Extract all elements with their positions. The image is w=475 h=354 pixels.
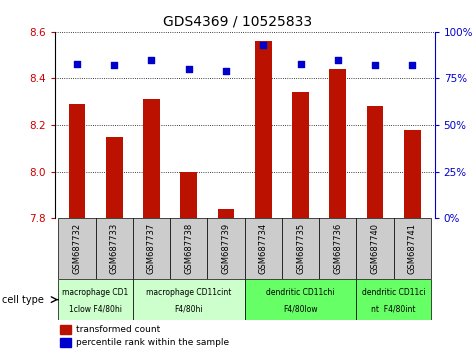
Text: GSM687738: GSM687738	[184, 223, 193, 274]
Bar	[245, 218, 282, 279]
Bar	[60, 338, 71, 347]
Text: cell type: cell type	[2, 295, 44, 305]
Text: macrophage CD11cint: macrophage CD11cint	[146, 288, 231, 297]
Text: GDS4369 / 10525833: GDS4369 / 10525833	[163, 14, 312, 28]
Point	[259, 42, 267, 48]
Bar	[60, 325, 71, 334]
Bar	[218, 209, 234, 218]
Bar	[394, 218, 431, 279]
Bar	[170, 218, 208, 279]
Bar	[180, 172, 197, 218]
Text: transformed count: transformed count	[76, 325, 160, 334]
Bar	[106, 137, 123, 218]
Text: GSM687736: GSM687736	[333, 223, 342, 274]
Bar	[292, 92, 309, 218]
Bar	[329, 69, 346, 218]
Bar	[245, 279, 356, 320]
Text: GSM687733: GSM687733	[110, 223, 119, 274]
Point	[408, 63, 416, 68]
Point	[371, 63, 379, 68]
Bar	[208, 218, 245, 279]
Bar	[68, 104, 86, 218]
Text: GSM687735: GSM687735	[296, 223, 305, 274]
Bar	[133, 279, 245, 320]
Point	[110, 63, 118, 68]
Point	[297, 61, 304, 67]
Bar	[367, 107, 383, 218]
Text: GSM687737: GSM687737	[147, 223, 156, 274]
Point	[148, 57, 155, 63]
Text: GSM687732: GSM687732	[73, 223, 82, 274]
Text: GSM687739: GSM687739	[221, 223, 230, 274]
Text: nt  F4/80int: nt F4/80int	[371, 304, 416, 313]
Bar	[356, 218, 394, 279]
Point	[185, 66, 192, 72]
Text: F4/80hi: F4/80hi	[174, 304, 203, 313]
Point	[222, 68, 230, 74]
Bar	[58, 218, 95, 279]
Text: 1clow F4/80hi: 1clow F4/80hi	[69, 304, 122, 313]
Text: dendritic CD11ci: dendritic CD11ci	[362, 288, 426, 297]
Bar	[143, 99, 160, 218]
Text: GSM687734: GSM687734	[259, 223, 268, 274]
Bar	[95, 218, 133, 279]
Text: percentile rank within the sample: percentile rank within the sample	[76, 338, 228, 347]
Bar	[133, 218, 170, 279]
Text: GSM687741: GSM687741	[408, 223, 417, 274]
Point	[73, 61, 81, 67]
Bar	[255, 41, 272, 218]
Bar	[282, 218, 319, 279]
Text: GSM687740: GSM687740	[370, 223, 380, 274]
Bar	[319, 218, 356, 279]
Bar	[58, 279, 133, 320]
Text: macrophage CD1: macrophage CD1	[63, 288, 129, 297]
Bar	[404, 130, 421, 218]
Point	[334, 57, 342, 63]
Text: F4/80low: F4/80low	[283, 304, 318, 313]
Text: dendritic CD11chi: dendritic CD11chi	[266, 288, 335, 297]
Bar	[356, 279, 431, 320]
